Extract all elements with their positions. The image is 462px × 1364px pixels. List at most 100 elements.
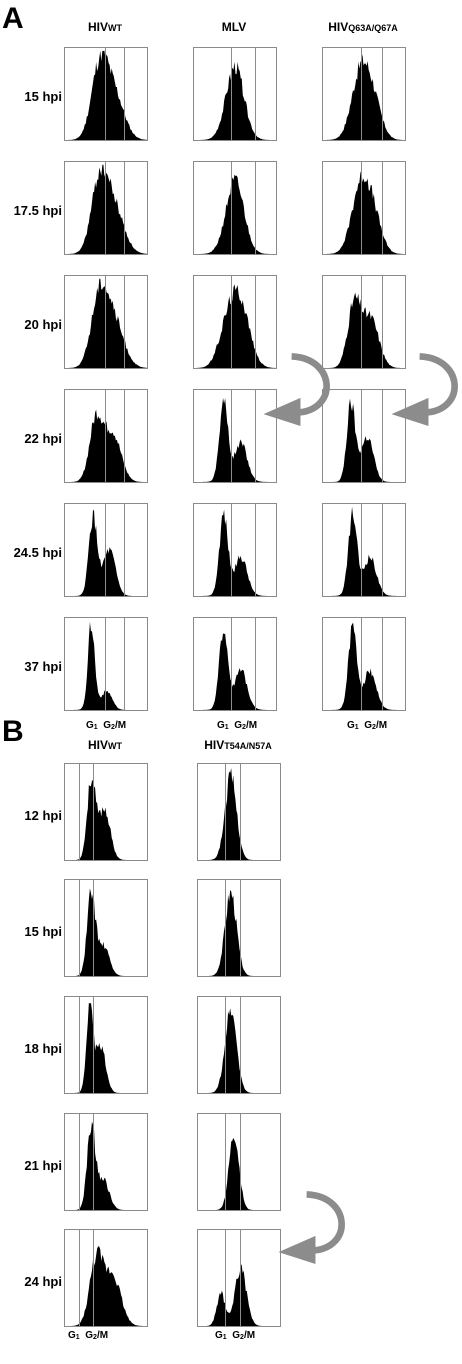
panel-b-col-2-x-labels-g1-sub: 1 xyxy=(222,1334,227,1341)
panel-b-col-2-header: HIVT54A/N57A xyxy=(183,738,293,753)
panel-a-histogram-r3-c1-g1-gate xyxy=(105,276,106,368)
panel-a-arrow-q63a-head xyxy=(391,397,429,426)
panel-a-histogram-r2-c2-g2-gate xyxy=(255,162,256,254)
panel-a-histogram-r5-c2-plot xyxy=(194,509,276,596)
panel-a-histogram-r1-c1-g2-gate xyxy=(124,48,125,140)
panel-a-arrow-mlv-shaft xyxy=(291,353,330,417)
panel-b-histogram-r5-c2-distribution xyxy=(198,1263,280,1326)
panel-a-arrow-mlv-head xyxy=(263,397,301,426)
panel-b-col-1-x-labels-g2-sub: 2 xyxy=(93,1334,97,1341)
panel-b-histogram-r5-c2-g1-gate xyxy=(225,1230,226,1326)
panel-a-histogram-r1-c3 xyxy=(322,47,406,141)
panel-b-histogram-r3-c2-g2-gate xyxy=(240,997,241,1093)
panel-a-row-5-label: 24.5 hpi xyxy=(13,545,62,560)
panel-a-histogram-r6-c3-plot xyxy=(323,622,405,710)
panel-a-histogram-r6-c3-g1-gate xyxy=(361,618,362,710)
panel-a-col-3-x-labels: G1 G2/M xyxy=(347,720,387,733)
panel-a-col-3-x-labels-g1-letter: G xyxy=(347,720,355,731)
panel-a-histogram-r5-c3-g1-gate xyxy=(361,504,362,596)
panel-a-row-6-label: 37 hpi xyxy=(24,659,62,674)
panel-a-col-1-header-subscript: WT xyxy=(108,23,122,33)
panel-b-histogram-r1-c2-plot xyxy=(198,768,280,860)
panel-a-histogram-r5-c2-g2-gate xyxy=(255,504,256,596)
panel-b-histogram-r5-c1-plot xyxy=(65,1246,147,1326)
panel-a-col-1-x-labels-g2-suffix: /M xyxy=(114,720,127,731)
panel-a-histogram-r2-c1-g2-gate xyxy=(124,162,125,254)
panel-a-histogram-r6-c2 xyxy=(193,617,277,711)
panel-a-histogram-r6-c1-distribution xyxy=(65,621,147,710)
panel-a-histogram-r6-c1-g1-gate xyxy=(105,618,106,710)
panel-a-histogram-r5-c3 xyxy=(322,503,406,597)
panel-b-histogram-r1-c2 xyxy=(197,763,281,861)
panel-a-histogram-r3-c3-g2-gate xyxy=(382,276,383,368)
panel-a-histogram-r2-c3 xyxy=(322,161,406,255)
panel-b-histogram-r4-c2 xyxy=(197,1113,281,1211)
panel-b-col-1-x-labels-g1-letter: G xyxy=(68,1330,76,1341)
panel-a-histogram-r4-c2-g2-gate xyxy=(255,390,256,482)
panel-b-histogram-r2-c2-plot xyxy=(198,890,280,976)
panel-a-letter: A xyxy=(2,2,24,35)
panel-b-histogram-r1-c2-g2-gate xyxy=(240,764,241,860)
panel-b-row-3-label: 18 hpi xyxy=(24,1041,62,1056)
panel-b-row-1-label: 12 hpi xyxy=(24,808,62,823)
panel-a-histogram-r2-c2-g1-gate xyxy=(231,162,232,254)
panel-a-histogram-r2-c1-distribution xyxy=(65,164,147,254)
panel-a-histogram-r6-c2-plot xyxy=(194,633,276,710)
panel-a-histogram-r6-c3-g2-gate xyxy=(382,618,383,710)
panel-a-col-3-x-labels-g2-suffix: /M xyxy=(375,720,388,731)
panel-b-histogram-r4-c1-distribution xyxy=(65,1121,147,1210)
panel-a-histogram-r1-c2-g2-gate xyxy=(255,48,256,140)
panel-b-col-2-x-labels-g2-sub: 2 xyxy=(240,1334,244,1341)
panel-b-letter: B xyxy=(2,715,24,748)
panel-a-histogram-r6-c1-g2-gate xyxy=(124,618,125,710)
panel-a-histogram-r4-c1-g2-gate xyxy=(124,390,125,482)
panel-b-histogram-r4-c1-g1-gate xyxy=(79,1114,80,1210)
panel-a-col-2-x-labels-g2-suffix: /M xyxy=(245,720,258,731)
panel-b-col-2-header-name: HIV xyxy=(204,738,225,752)
panel-b-arrow-t54a-head xyxy=(278,1235,316,1264)
panel-a-histogram-r4-c3 xyxy=(322,389,406,483)
panel-b-col-1-x-labels-g1-sub: 1 xyxy=(75,1334,80,1341)
panel-b-histogram-r2-c2-g2-gate xyxy=(240,880,241,976)
panel-a-histogram-r3-c1-g2-gate xyxy=(124,276,125,368)
panel-a-histogram-r3-c2-g2-gate xyxy=(255,276,256,368)
panel-a-col-1-x-labels-g2-letter: G xyxy=(103,720,112,731)
panel-a-histogram-r3-c3-plot xyxy=(323,292,405,368)
panel-b-histogram-r2-c1-g1-gate xyxy=(79,880,80,976)
panel-b-histogram-r3-c1-plot xyxy=(65,1003,147,1093)
panel-a-col-1-header: HIVWT xyxy=(50,20,160,35)
panel-a-histogram-r1-c1 xyxy=(64,47,148,141)
panel-a-histogram-r5-c3-distribution xyxy=(323,506,405,596)
panel-a-histogram-r3-c1 xyxy=(64,275,148,369)
panel-a-arrow-q63a-shaft xyxy=(419,353,458,417)
panel-a-histogram-r4-c2 xyxy=(193,389,277,483)
panel-b-histogram-r5-c2-plot xyxy=(198,1263,280,1326)
panel-b-arrow-t54a xyxy=(278,1191,345,1264)
panel-a-histogram-r2-c3-plot xyxy=(323,169,405,254)
panel-a-histogram-r3-c1-distribution xyxy=(65,278,147,368)
panel-a-col-3-header-subscript: Q63A/Q67A xyxy=(348,23,398,33)
panel-a-histogram-r6-c3 xyxy=(322,617,406,711)
panel-b-histogram-r3-c2-plot xyxy=(198,1008,280,1093)
panel-b-histogram-r5-c2 xyxy=(197,1229,281,1327)
panel-a-row-4-label: 22 hpi xyxy=(24,431,62,446)
panel-a-histogram-r2-c3-g2-gate xyxy=(382,162,383,254)
panel-b-row-2-label: 15 hpi xyxy=(24,924,62,939)
panel-a-histogram-r1-c3-g2-gate xyxy=(382,48,383,140)
panel-a-histogram-r2-c1 xyxy=(64,161,148,255)
panel-a-histogram-r5-c1-g2-gate xyxy=(124,504,125,596)
panel-b-histogram-r4-c1 xyxy=(64,1113,148,1211)
panel-a-histogram-r1-c3-g1-gate xyxy=(361,48,362,140)
panel-a-histogram-r3-c2 xyxy=(193,275,277,369)
panel-b-col-2-x-labels: G1 G2/M xyxy=(215,1330,255,1343)
panel-b-histogram-r2-c2-distribution xyxy=(198,890,280,976)
panel-a-histogram-r4-c2-plot xyxy=(194,398,276,482)
panel-a-histogram-r1-c2-distribution xyxy=(194,61,276,140)
panel-b-histogram-r5-c1-distribution xyxy=(65,1246,147,1326)
panel-a-histogram-r1-c1-distribution xyxy=(65,50,147,140)
panel-a-row-1-label: 15 hpi xyxy=(24,89,62,104)
panel-a-histogram-r5-c2 xyxy=(193,503,277,597)
panel-b-histogram-r2-c2 xyxy=(197,879,281,977)
panel-a-histogram-r5-c1-g1-gate xyxy=(105,504,106,596)
panel-a-histogram-r1-c1-plot xyxy=(65,50,147,140)
